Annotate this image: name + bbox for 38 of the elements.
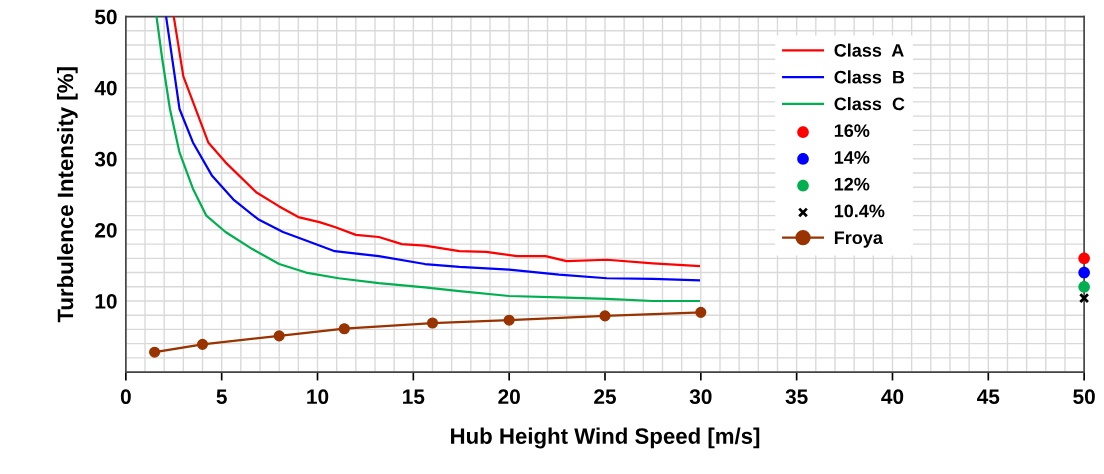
x-tick-label: 40	[881, 389, 904, 405]
point	[149, 346, 161, 358]
legend-label: Class C	[834, 97, 905, 111]
y-tick-label: 10	[95, 293, 117, 309]
legend-label: Class A	[834, 43, 904, 57]
x-tick-label: 25	[594, 389, 616, 405]
x-tick-label: 15	[403, 389, 425, 405]
x-tick-label: 45	[977, 389, 1000, 405]
point	[426, 317, 439, 329]
legend-label: Class B	[834, 70, 905, 84]
x-tick-label: 5	[216, 389, 227, 405]
point	[1078, 280, 1090, 293]
y-tick-label: 40	[94, 80, 117, 96]
x-tick-label: 10	[307, 389, 329, 405]
y-axis-title: Turbulence Intensity [%]	[56, 67, 78, 323]
x-tick-label: 20	[498, 389, 520, 405]
point	[1078, 266, 1090, 279]
point	[273, 330, 285, 342]
y-tick-label: 20	[95, 222, 117, 238]
point	[599, 310, 611, 322]
legend-label: 12%	[834, 177, 870, 191]
legend-label: 16%	[834, 124, 870, 138]
point	[196, 338, 209, 350]
x-tick-label: 50	[1073, 389, 1095, 405]
point	[503, 314, 515, 326]
x-tick-label: 30	[689, 389, 712, 405]
y-tick-label: 50	[94, 9, 117, 25]
legend-label: Froya	[834, 231, 884, 248]
point	[1078, 252, 1090, 265]
point	[695, 306, 707, 318]
point	[1078, 292, 1090, 304]
x-axis-title: Hub Height Wind Speed [m/s]	[451, 427, 760, 449]
x-tick-label: 0	[120, 389, 131, 405]
point	[338, 323, 350, 335]
x-tick-label: 35	[785, 389, 808, 405]
y-tick-label: 30	[94, 151, 117, 167]
legend-label: 14%	[834, 151, 870, 164]
legend-label: 10.4%	[834, 204, 885, 218]
